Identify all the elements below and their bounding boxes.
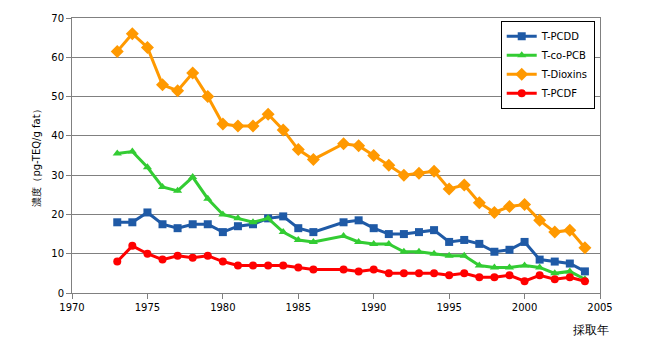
svg-text:T-co-PCB: T-co-PCB: [541, 50, 586, 61]
svg-text:20: 20: [51, 209, 64, 220]
svg-text:1980: 1980: [210, 302, 235, 313]
svg-text:濃度（pg-TEQ/g fat）: 濃度（pg-TEQ/g fat）: [31, 104, 42, 206]
svg-text:50: 50: [51, 91, 64, 102]
svg-text:1990: 1990: [361, 302, 386, 313]
svg-text:採取年: 採取年: [573, 323, 609, 337]
svg-text:T-PCDF: T-PCDF: [541, 88, 578, 99]
svg-text:1970: 1970: [59, 302, 84, 313]
svg-text:2000: 2000: [512, 302, 537, 313]
svg-text:1995: 1995: [436, 302, 461, 313]
svg-text:40: 40: [51, 130, 64, 141]
svg-text:60: 60: [51, 52, 64, 63]
svg-text:10: 10: [51, 248, 64, 259]
svg-text:2005: 2005: [587, 302, 612, 313]
svg-text:0: 0: [58, 288, 64, 299]
svg-text:T-Dioxins: T-Dioxins: [541, 69, 587, 80]
svg-text:T-PCDD: T-PCDD: [541, 31, 580, 42]
svg-text:30: 30: [51, 170, 64, 181]
svg-text:1975: 1975: [135, 302, 160, 313]
svg-text:70: 70: [51, 13, 64, 24]
svg-text:1985: 1985: [286, 302, 311, 313]
